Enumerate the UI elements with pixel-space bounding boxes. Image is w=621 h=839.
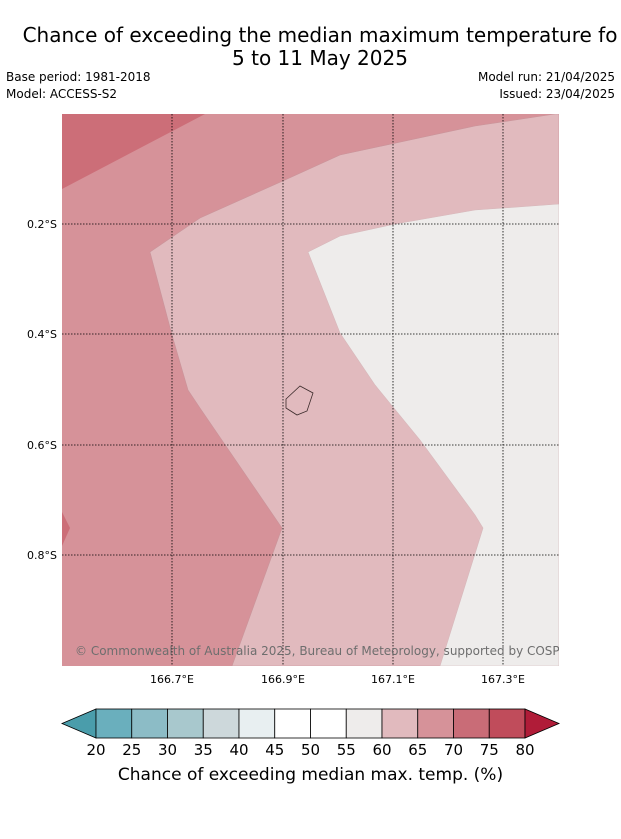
colorbar-swatch (95, 708, 133, 739)
colorbar-arrow-low (60, 708, 97, 739)
model-name: Model: ACCESS-S2 (6, 87, 118, 101)
lon-label: 166.9°E (261, 673, 305, 686)
colorbar-swatch (202, 708, 240, 739)
title-line-2: 5 to 11 May 2025 (232, 46, 408, 70)
metadata-right: Model run: 21/04/2025 Issued: 23/04/2025 (478, 69, 615, 103)
colorbar-arrow-high (524, 708, 561, 739)
copyright-notice: © Commonwealth of Australia 2025, Bureau… (75, 644, 580, 658)
base-period: Base period: 1981-2018 (6, 70, 151, 84)
latitude-labels: 0.2°S 0.4°S 0.6°S 0.8°S (27, 218, 57, 562)
colorbar-swatch (488, 708, 526, 739)
colorbar-tick-label: 70 (444, 741, 463, 759)
colorbar-tick-label: 20 (86, 741, 105, 759)
lat-label: 0.8°S (27, 549, 57, 562)
map-panel: © Commonwealth of Australia 2025, Bureau… (62, 114, 580, 666)
colorbar-tick-label: 40 (229, 741, 248, 759)
colorbar-tick-label: 30 (158, 741, 177, 759)
colorbar-tick-label: 45 (265, 741, 284, 759)
legend-title: Chance of exceeding median max. temp. (%… (117, 765, 504, 785)
lon-label: 167.3°E (481, 673, 525, 686)
title-line-1: Chance of exceeding the median maximum t… (22, 23, 618, 47)
colorbar-swatch (453, 708, 490, 739)
island-outline (285, 385, 314, 416)
colorbar-swatch (131, 708, 168, 739)
gridlines (62, 114, 559, 666)
colorbar-swatch (274, 708, 311, 739)
colorbar-tick-label: 65 (408, 741, 427, 759)
colorbar-swatch (167, 708, 204, 739)
colorbar-tick-label: 35 (194, 741, 213, 759)
colorbar-legend: 20 25 30 35 40 45 50 55 60 65 70 75 80 (60, 708, 561, 759)
colorbar-tick-label: 50 (301, 741, 320, 759)
lat-label: 0.4°S (27, 328, 57, 341)
zone-70-75-left (62, 512, 70, 546)
colorbar-swatch (417, 708, 454, 739)
colorbar-tick-label: 60 (372, 741, 391, 759)
issued-date: Issued: 23/04/2025 (499, 87, 615, 101)
colorbar-swatch (310, 708, 347, 739)
colorbar-tick-label: 25 (122, 741, 141, 759)
zone-70-75-top (62, 114, 205, 189)
lat-label: 0.2°S (27, 218, 57, 231)
model-run: Model run: 21/04/2025 (477, 70, 615, 84)
lon-label: 167.1°E (371, 673, 415, 686)
colorbar-tick-label: 80 (515, 741, 534, 759)
lat-label: 0.6°S (27, 439, 57, 452)
colorbar-swatch (238, 708, 276, 739)
colorbar-tick-label: 55 (337, 741, 356, 759)
lon-label: 166.7°E (150, 673, 194, 686)
metadata-left: Base period: 1981-2018 Model: ACCESS-S2 (6, 69, 151, 103)
colorbar-swatch (381, 708, 419, 739)
colorbar-swatch (345, 708, 383, 739)
chart-title: Chance of exceeding the median maximum t… (0, 24, 621, 70)
longitude-labels: 166.7°E 166.9°E 167.1°E 167.3°E (150, 673, 525, 686)
colorbar-tick-label: 75 (480, 741, 499, 759)
